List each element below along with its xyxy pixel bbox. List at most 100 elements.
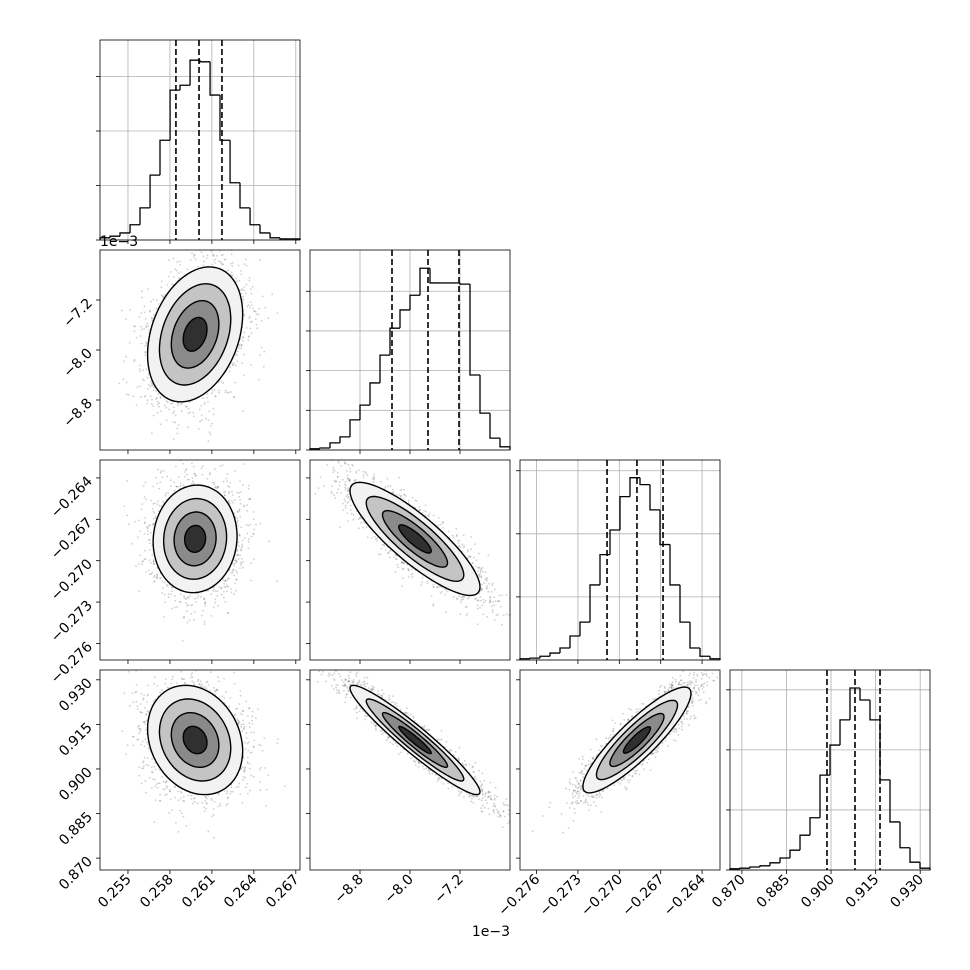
sample-point: [613, 784, 616, 787]
sample-point: [140, 312, 143, 315]
sample-point: [259, 522, 262, 525]
sample-point: [247, 715, 249, 717]
sample-point: [479, 570, 482, 573]
sample-point: [201, 465, 204, 467]
histogram-bin: [199, 60, 211, 63]
x-tick-label: 0.870: [709, 872, 749, 912]
sample-point: [147, 764, 150, 767]
sample-point: [495, 808, 498, 811]
sample-point: [214, 601, 216, 604]
sample-point: [144, 481, 147, 484]
sample-point: [243, 505, 246, 508]
sample-point: [373, 536, 376, 538]
sample-point: [238, 782, 241, 785]
sample-point: [141, 740, 144, 743]
sample-point: [141, 767, 143, 770]
sample-point: [668, 686, 671, 689]
sample-point: [490, 591, 493, 593]
sample-point: [342, 502, 344, 505]
sample-point: [143, 720, 146, 723]
sample-point: [231, 362, 233, 364]
sample-point: [697, 688, 700, 690]
sample-point: [488, 582, 491, 585]
sample-point: [502, 802, 505, 804]
y-tick-label: −0.270: [48, 556, 96, 604]
sample-point: [366, 536, 369, 539]
sample-point: [356, 717, 358, 720]
sample-point: [154, 517, 157, 519]
sample-point: [259, 789, 262, 792]
sample-point: [132, 736, 135, 738]
sample-point: [484, 578, 487, 581]
sample-point: [418, 509, 421, 512]
sample-point: [252, 731, 255, 734]
sample-point: [506, 822, 509, 825]
sample-point: [497, 613, 499, 616]
sample-point: [466, 605, 468, 608]
x-tick-label: 0.900: [798, 872, 838, 912]
histogram-bin: [389, 327, 400, 356]
sample-point: [190, 798, 193, 800]
sample-point: [486, 615, 488, 618]
sample-point: [152, 405, 155, 407]
sample-point: [387, 738, 389, 741]
sample-point: [249, 321, 252, 323]
sample-point: [673, 727, 676, 730]
histogram-bin: [379, 354, 390, 383]
sample-point: [466, 612, 468, 615]
sample-point: [200, 467, 203, 470]
sample-point: [194, 474, 197, 477]
sample-point: [241, 545, 244, 548]
sample-point: [162, 780, 165, 783]
sample-point: [344, 678, 347, 681]
sample-point: [144, 780, 147, 783]
sample-point: [230, 262, 232, 265]
sample-point: [322, 663, 324, 665]
histogram-bin: [899, 821, 910, 849]
sample-point: [694, 690, 697, 693]
sample-point: [401, 585, 403, 588]
x-tick-label: −0.267: [620, 872, 668, 920]
sample-point: [499, 605, 502, 608]
sample-point: [152, 503, 155, 505]
contour: [595, 699, 679, 781]
sample-point: [213, 483, 216, 486]
sample-point: [141, 711, 144, 714]
sample-point: [216, 485, 219, 488]
sample-point: [339, 526, 341, 528]
sample-point: [392, 701, 395, 703]
sample-point: [150, 403, 153, 405]
sample-point: [223, 790, 226, 792]
sample-point: [147, 743, 149, 746]
sample-point: [322, 670, 324, 673]
sample-point: [219, 804, 222, 807]
sample-point: [393, 556, 395, 558]
sample-point: [381, 694, 383, 697]
sample-point: [146, 701, 148, 703]
sample-point: [240, 768, 242, 771]
sample-point: [571, 802, 574, 804]
sample-point: [218, 391, 221, 394]
sample-point: [208, 431, 211, 434]
sample-point: [139, 728, 142, 730]
sample-point: [197, 680, 199, 682]
sample-point: [370, 688, 372, 691]
sample-point: [332, 468, 335, 471]
contour: [381, 509, 449, 568]
sample-point: [190, 662, 192, 664]
sample-point: [153, 765, 156, 768]
sample-point: [206, 397, 209, 399]
sample-point: [224, 389, 227, 392]
sample-point: [153, 580, 156, 582]
sample-point: [127, 393, 130, 396]
sample-point: [585, 793, 588, 796]
sample-point: [505, 613, 508, 616]
sample-point: [477, 599, 480, 602]
sample-point: [259, 744, 262, 747]
sample-point: [475, 565, 477, 568]
sample-point: [362, 681, 364, 684]
sample-point: [215, 688, 218, 691]
sample-point: [233, 593, 236, 596]
sample-point: [164, 601, 167, 603]
sample-point: [480, 576, 483, 579]
